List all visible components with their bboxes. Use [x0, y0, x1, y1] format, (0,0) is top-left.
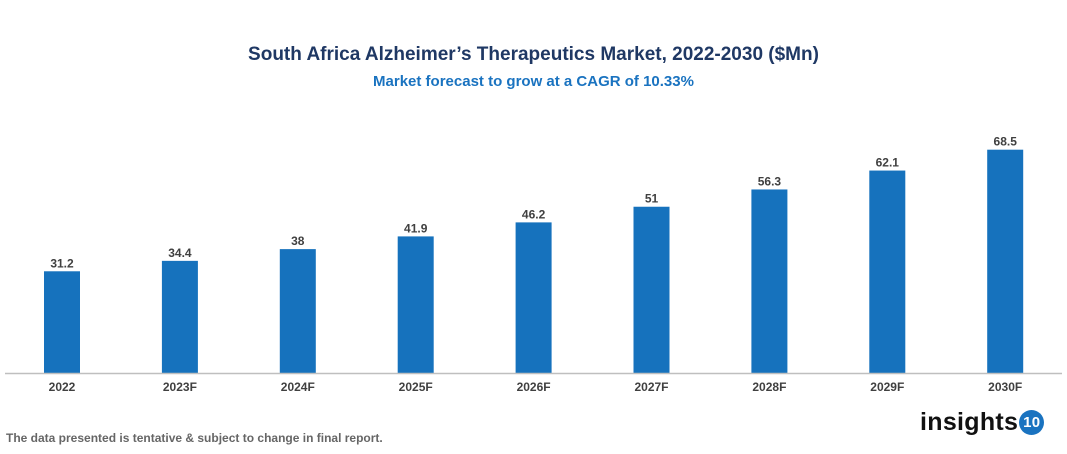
data-label: 68.5: [994, 135, 1018, 149]
chart-title: South Africa Alzheimer’s Therapeutics Ma…: [248, 44, 819, 65]
bar: [751, 189, 788, 373]
bar: [633, 206, 670, 373]
data-label: 46.2: [522, 207, 546, 221]
bar: [279, 249, 316, 373]
bar: [44, 271, 80, 373]
x-tick-label: 2030F: [988, 380, 1022, 394]
x-tick-label: 2029F: [870, 380, 904, 394]
x-tick-label: 2023F: [163, 380, 197, 394]
bar: [161, 260, 198, 373]
data-label: 31.2: [50, 256, 74, 270]
chart-subtitle: Market forecast to grow at a CAGR of 10.…: [373, 73, 694, 90]
bar: [397, 236, 434, 373]
data-label: 56.3: [758, 174, 782, 188]
data-label: 34.4: [168, 246, 192, 260]
x-tick-label: 2025F: [399, 380, 433, 394]
bar: [515, 222, 552, 373]
x-tick-label: 2024F: [281, 380, 315, 394]
logo-text: insights: [920, 408, 1019, 436]
x-tick-label: 2026F: [517, 380, 551, 394]
insights10-logo: insights 10: [920, 408, 1045, 437]
data-label: 62.1: [876, 156, 900, 170]
bar: [869, 170, 906, 373]
bar: [987, 149, 1024, 373]
data-label: 51: [645, 192, 659, 206]
data-label: 38: [291, 234, 305, 248]
x-tick-label: 2022: [49, 380, 76, 394]
disclaimer: The data presented is tentative & subjec…: [6, 431, 383, 445]
x-tick-label: 2027F: [634, 380, 668, 394]
x-tick-label: 2028F: [752, 380, 786, 394]
data-label: 41.9: [404, 221, 428, 235]
logo-badge: 10: [1019, 410, 1045, 435]
